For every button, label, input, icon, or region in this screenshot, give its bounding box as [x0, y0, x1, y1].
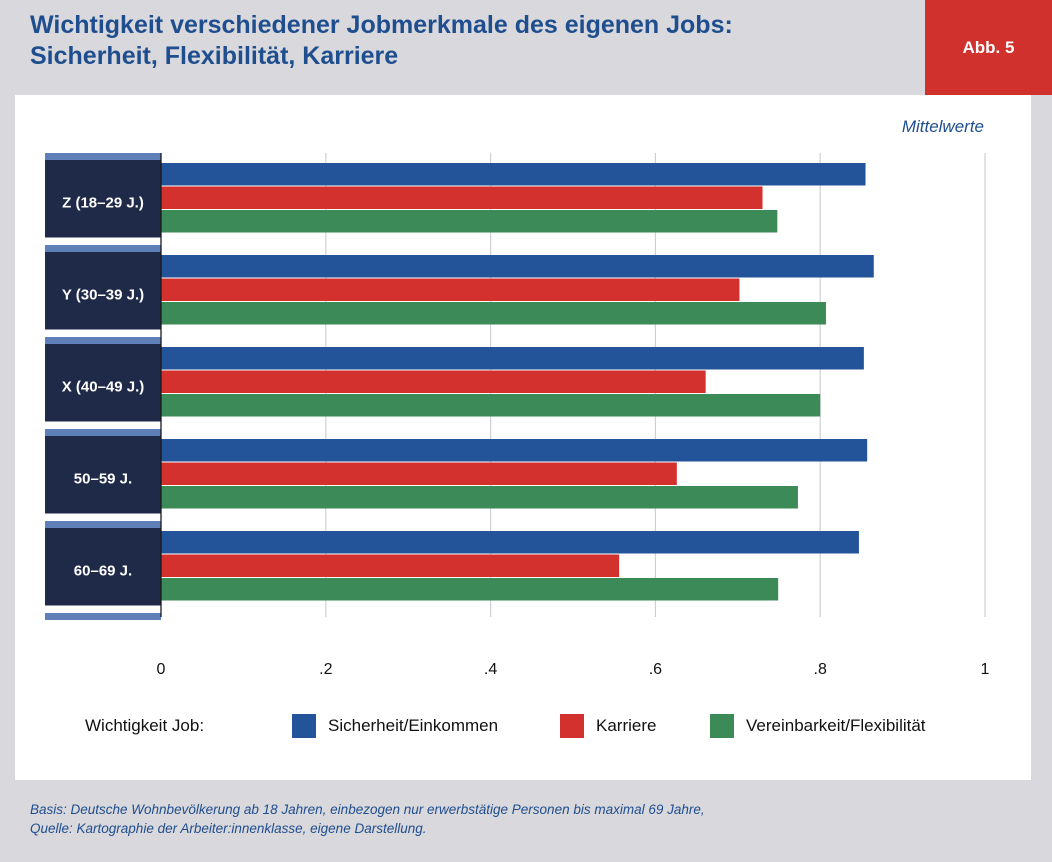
- legend-label-karriere: Karriere: [596, 716, 657, 735]
- category-block: [45, 252, 161, 330]
- x-tick-label: .2: [319, 661, 332, 678]
- legend-label-sicherheit: Sicherheit/Einkommen: [328, 716, 499, 735]
- bar-sicherheit-einkommen-3: [161, 439, 868, 462]
- bar-sicherheit-einkommen-2: [161, 347, 864, 370]
- bar-vereinbarkeit-flexibilit-t-0: [161, 210, 778, 233]
- bar-vereinbarkeit-flexibilit-t-3: [161, 486, 798, 509]
- bar-karriere-3: [161, 462, 677, 485]
- title-line-1: Wichtigkeit verschiedener Jobmerkmale de…: [30, 11, 733, 39]
- category-label: X (40–49 J.): [62, 379, 145, 396]
- bar-vereinbarkeit-flexibilit-t-1: [161, 302, 826, 325]
- category-label: Z (18–29 J.): [62, 195, 144, 212]
- legend-title: Wichtigkeit Job:: [85, 716, 205, 735]
- footnote: Basis: Deutsche Wohnbevölkerung ab 18 Ja…: [30, 800, 1030, 838]
- bar-vereinbarkeit-flexibilit-t-2: [161, 394, 821, 417]
- category-label: Y (30–39 J.): [62, 287, 144, 304]
- bar-karriere-2: [161, 370, 706, 393]
- bar-chart: Z (18–29 J.) Y (30–39 J.) X (40–49 J.) 50–5…: [45, 153, 990, 678]
- category-separator: [45, 337, 161, 344]
- category-block: [45, 160, 161, 238]
- category-separator: [45, 521, 161, 528]
- legend-item-sicherheit: Sicherheit/Einkommen: [292, 711, 498, 741]
- unit-note: Mittelwerte: [901, 117, 984, 136]
- category-label: 50–59 J.: [74, 471, 132, 488]
- category-separator: [45, 245, 161, 252]
- figure-number-badge: Abb. 5: [925, 0, 1052, 95]
- legend: Wichtigkeit Job: Sicherheit/Einkommen Ka…: [15, 711, 1031, 741]
- bar-vereinbarkeit-flexibilit-t-4: [161, 578, 779, 601]
- chart-panel: Mittelwerte Z (18–29 J.) Y (30–39 J.) X (4…: [15, 95, 1031, 780]
- category-block: [45, 528, 161, 606]
- chart-title: Wichtigkeit verschiedener Jobmerkmale de…: [30, 10, 910, 72]
- title-line-2: Sicherheit, Flexibilität, Karriere: [30, 42, 399, 70]
- legend-swatch-karriere: [560, 714, 584, 738]
- legend-label-vereinbarkeit: Vereinbarkeit/Flexibilität: [746, 716, 926, 735]
- category-block: [45, 436, 161, 514]
- footnote-basis: Basis: Deutsche Wohnbevölkerung ab 18 Ja…: [30, 802, 705, 817]
- legend-item-vereinbarkeit: Vereinbarkeit/Flexibilität: [710, 711, 926, 741]
- x-tick-label: .6: [649, 661, 662, 678]
- x-tick-label: 0: [157, 661, 166, 678]
- bar-karriere-4: [161, 554, 620, 577]
- category-block: [45, 344, 161, 422]
- bar-sicherheit-einkommen-4: [161, 531, 859, 554]
- legend-item-karriere: Karriere: [560, 711, 656, 741]
- legend-swatch-vereinbarkeit: [710, 714, 734, 738]
- bar-karriere-0: [161, 186, 763, 209]
- category-label: 60–69 J.: [74, 563, 132, 580]
- footnote-source: Quelle: Kartographie der Arbeiter:innenk…: [30, 821, 427, 836]
- category-separator: [45, 429, 161, 436]
- legend-swatch-sicherheit: [292, 714, 316, 738]
- category-separator: [45, 613, 161, 620]
- x-tick-label: .8: [814, 661, 827, 678]
- category-separator: [45, 153, 161, 160]
- x-tick-label: .4: [484, 661, 497, 678]
- bar-sicherheit-einkommen-1: [161, 255, 874, 278]
- x-tick-label: 1: [981, 661, 990, 678]
- bar-karriere-1: [161, 278, 740, 301]
- bar-sicherheit-einkommen-0: [161, 163, 866, 186]
